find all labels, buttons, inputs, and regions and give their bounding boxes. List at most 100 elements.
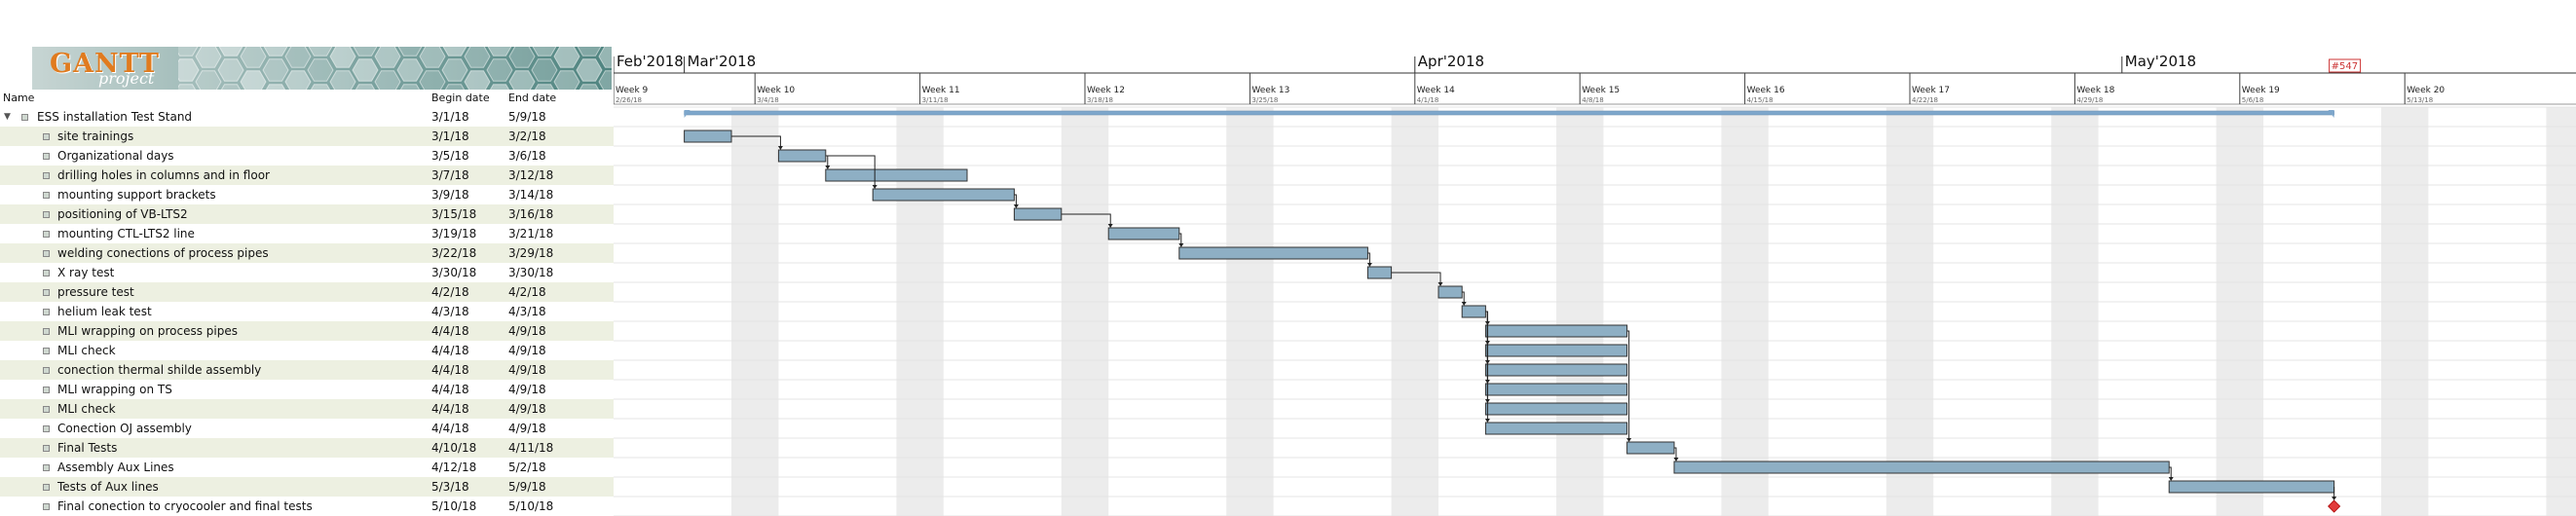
task-name: MLI check	[57, 344, 116, 357]
dependency-arrowhead	[777, 146, 783, 150]
task-end-date: 4/11/18	[508, 441, 554, 455]
task-bar	[1484, 402, 1628, 416]
table-row[interactable]: Conection OJ assembly 4/4/18 4/9/18	[0, 419, 614, 438]
logo-wordmark: GANTT	[50, 49, 160, 79]
logo-hexagon	[577, 47, 602, 56]
task-icon	[43, 348, 50, 354]
table-row[interactable]: MLI wrapping on TS 4/4/18 4/9/18	[0, 380, 614, 399]
task-name: drilling holes in columns and in floor	[57, 168, 270, 182]
table-row[interactable]: helium leak test 4/3/18 4/3/18	[0, 302, 614, 321]
task-end-date: 4/9/18	[508, 383, 546, 396]
column-header-name[interactable]: Name	[3, 92, 35, 104]
gantt-chart[interactable]: Feb'2018 Mar'2018 Apr'2018 May'2018 Week 92/…	[614, 47, 2576, 516]
dependency-arrowhead	[1013, 204, 1019, 208]
logo-hexagon	[263, 47, 288, 56]
logo-hexagon	[532, 47, 557, 56]
task-end-date: 5/10/18	[508, 499, 554, 513]
task-end-date: 3/30/18	[508, 266, 554, 279]
table-row[interactable]: MLI check 4/4/18 4/9/18	[0, 399, 614, 419]
today-marker-label: #547	[2332, 61, 2358, 72]
weekend-shade	[1556, 107, 1604, 516]
logo-hexagon	[355, 84, 376, 90]
logo-hexagon	[441, 58, 468, 82]
table-row[interactable]: site trainings 3/1/18 3/2/18	[0, 127, 614, 146]
logo-hexagon	[353, 47, 378, 56]
logo-hexagon	[240, 47, 267, 68]
table-row[interactable]: X ray test 3/30/18 3/30/18	[0, 263, 614, 282]
dependency-arrowhead	[825, 166, 831, 169]
logo-hexagon	[374, 47, 401, 68]
month-label: Mar'2018	[688, 53, 757, 70]
task-bar	[1626, 441, 1675, 455]
task-begin-date: 3/7/18	[431, 168, 469, 182]
task-end-date: 3/2/18	[508, 129, 546, 143]
task-end-date: 4/9/18	[508, 363, 546, 377]
dependency-arrow	[825, 155, 876, 187]
task-icon	[43, 387, 50, 393]
weekend-shade	[1061, 107, 1109, 516]
task-bar	[684, 129, 732, 143]
task-begin-date: 3/1/18	[431, 129, 469, 143]
collapse-triangle-icon[interactable]: ▼	[4, 112, 11, 122]
dependency-arrowhead	[1437, 282, 1443, 286]
task-bar	[1013, 207, 1063, 221]
task-name: Assembly Aux Lines	[57, 461, 174, 474]
logo-hexagon	[598, 47, 612, 68]
task-bar	[1461, 305, 1486, 318]
week-label: Week 9	[616, 86, 649, 95]
task-begin-date: 4/4/18	[431, 363, 469, 377]
logo-hexagon	[508, 47, 536, 68]
milestone-marker	[2328, 499, 2341, 513]
week-date-label: 3/4/18	[757, 96, 779, 104]
table-row[interactable]: positioning of VB-LTS2 3/15/18 3/16/18	[0, 204, 614, 224]
column-header-begin-date[interactable]: Begin date	[431, 92, 490, 104]
table-row[interactable]: Tests of Aux lines 5/3/18 5/9/18	[0, 477, 614, 497]
table-row[interactable]: drilling holes in columns and in floor 3/…	[0, 166, 614, 185]
task-begin-date: 4/4/18	[431, 422, 469, 435]
logo-hexagon	[487, 47, 512, 56]
table-row[interactable]: conection thermal shilde assembly 4/4/18 4…	[0, 360, 614, 380]
task-end-date: 4/9/18	[508, 344, 546, 357]
task-begin-date: 3/19/18	[431, 227, 477, 240]
task-end-date: 4/9/18	[508, 422, 546, 435]
task-begin-date: 4/2/18	[431, 285, 469, 299]
task-name: MLI check	[57, 402, 116, 416]
weekend-shade	[896, 107, 944, 516]
table-row[interactable]: ▼ ESS installation Test Stand 3/1/18 5/9/18	[0, 107, 614, 127]
logo-hexagon	[307, 58, 334, 82]
dependency-arrowhead	[1366, 263, 1372, 267]
week-label: Week 15	[1582, 86, 1620, 95]
table-row[interactable]: mounting CTL-LTS2 line 3/19/18 3/21/18	[0, 224, 614, 243]
task-name: conection thermal shilde assembly	[57, 363, 262, 377]
table-row[interactable]: pressure test 4/2/18 4/2/18	[0, 282, 614, 302]
table-row[interactable]: welding conections of process pipes 3/22/…	[0, 243, 614, 263]
table-row[interactable]: MLI check 4/4/18 4/9/18	[0, 341, 614, 360]
table-row[interactable]: mounting support brackets 3/9/18 3/14/18	[0, 185, 614, 204]
table-row[interactable]: MLI wrapping on process pipes 4/4/18 4/9/1…	[0, 321, 614, 341]
week-date-label: 2/26/18	[616, 96, 642, 104]
task-end-date: 3/6/18	[508, 149, 546, 163]
logo-hexagon	[308, 47, 333, 56]
logo-hexagon	[262, 58, 289, 82]
table-row[interactable]: Organizational days 3/5/18 3/6/18	[0, 146, 614, 166]
week-label: Week 16	[1747, 86, 1785, 95]
dependency-arrow	[1014, 194, 1017, 206]
task-icon	[43, 367, 50, 374]
logo-hexagon	[218, 47, 243, 56]
task-end-date: 5/9/18	[508, 480, 546, 494]
logo-hexagon	[531, 58, 558, 82]
task-name: MLI wrapping on process pipes	[57, 324, 238, 338]
table-row[interactable]: Final Tests 4/10/18 4/11/18	[0, 438, 614, 458]
dependency-arrowhead	[1178, 243, 1184, 247]
logo-hexagon	[534, 84, 555, 90]
table-row[interactable]: Assembly Aux Lines 4/12/18 5/2/18	[0, 458, 614, 477]
logo-hexagon	[265, 84, 286, 90]
task-begin-date: 5/10/18	[431, 499, 477, 513]
table-row[interactable]: Final conection to cryocooler and final …	[0, 497, 614, 516]
logo-hexagon	[352, 58, 379, 82]
task-name: mounting CTL-LTS2 line	[57, 227, 195, 240]
task-name: helium leak test	[57, 305, 152, 318]
column-header-end-date[interactable]: End date	[508, 92, 557, 104]
task-bar	[825, 168, 968, 182]
logo-hexagon	[240, 70, 267, 90]
